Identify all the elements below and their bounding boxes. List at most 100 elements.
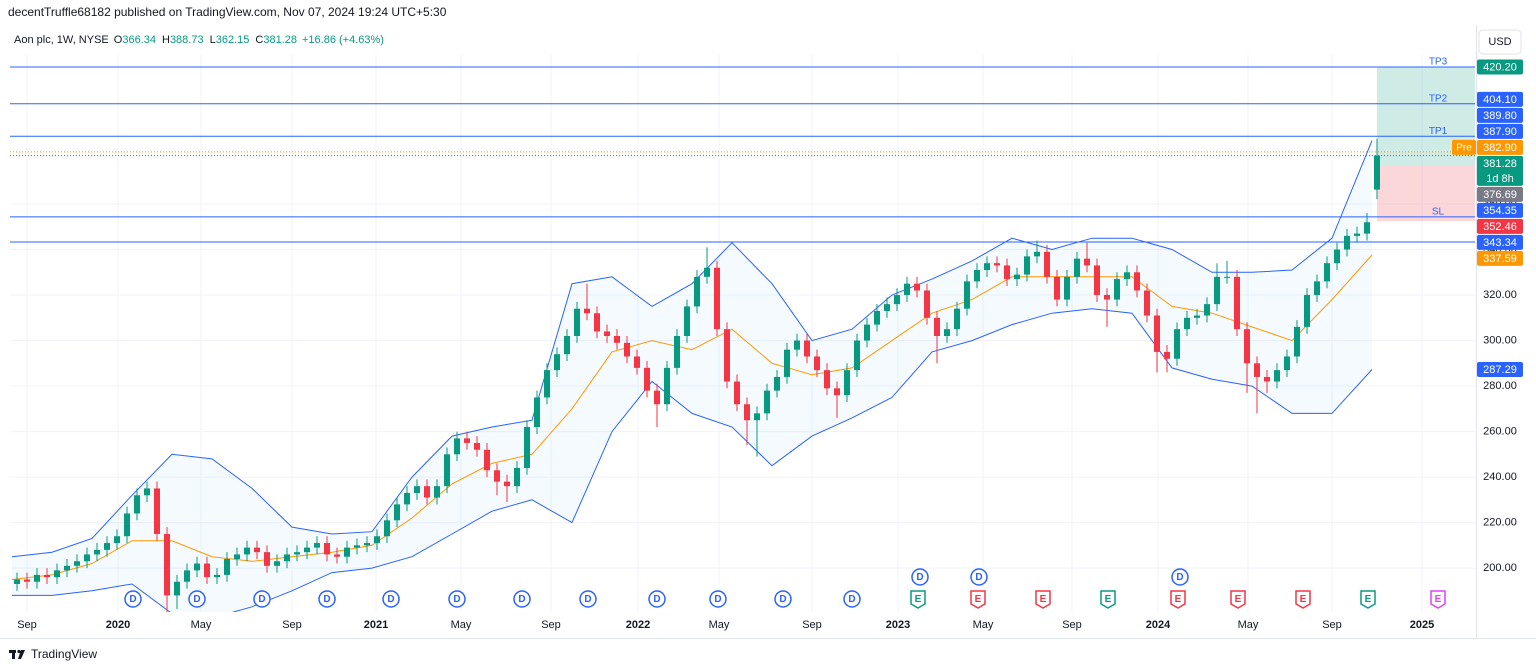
event-marker: E — [1170, 590, 1186, 609]
candle-body — [1334, 249, 1340, 264]
candle-body — [264, 552, 270, 566]
brand: TradingView — [31, 647, 97, 661]
band-lower — [12, 308, 1373, 612]
x-tick-label: 2023 — [886, 619, 910, 631]
currency[interactable]: USD — [1488, 36, 1511, 48]
level-label: SL — [1432, 207, 1445, 218]
candle-body — [614, 336, 620, 343]
event-marker: D — [1171, 568, 1189, 586]
candle-body — [124, 513, 130, 537]
price-tag — [1477, 361, 1523, 377]
event-marker: D — [774, 590, 792, 608]
candle-body — [794, 340, 800, 350]
price-tag — [1477, 202, 1523, 218]
candle-body — [1254, 363, 1260, 377]
ohlc-value: 366.34 — [122, 34, 156, 46]
event-label: D — [193, 594, 200, 605]
candle-body — [1054, 276, 1060, 300]
price-tag — [1477, 250, 1523, 266]
candle-body — [1234, 276, 1240, 330]
symbol: Aon plc, 1W, NYSE — [14, 34, 109, 46]
currency-button[interactable] — [1478, 29, 1522, 55]
earnings-icon — [1035, 590, 1051, 609]
candle-body — [624, 342, 630, 357]
dividend-icon — [513, 590, 531, 608]
candle-body — [424, 486, 430, 498]
event-label: D — [323, 594, 330, 605]
candle-body — [1194, 315, 1200, 318]
x-tick-label: 2024 — [1146, 619, 1171, 631]
event-label: D — [129, 594, 136, 605]
price-tag — [1477, 107, 1523, 123]
candle-body — [114, 536, 120, 544]
candle-body — [1104, 295, 1110, 300]
earnings-icon — [1230, 590, 1246, 609]
candle-body — [484, 449, 490, 471]
candle-body — [864, 324, 870, 341]
event-label: E — [1105, 594, 1112, 605]
candle-body — [364, 543, 370, 546]
dividend-icon — [843, 590, 861, 608]
candle-body — [1374, 155, 1380, 190]
event-label: E — [915, 594, 922, 605]
candle-body — [554, 354, 560, 371]
event-label: D — [653, 594, 660, 605]
earnings-icon — [970, 590, 986, 609]
candle-body — [874, 310, 880, 325]
candle-body — [234, 554, 240, 559]
candle-body — [1184, 317, 1190, 330]
premarket-label: Pre — [1456, 143, 1472, 154]
candle-body — [1164, 351, 1170, 359]
candle-body — [814, 356, 820, 371]
candle-body — [144, 488, 150, 496]
event-marker: D — [513, 590, 531, 608]
candle-body — [314, 543, 320, 548]
x-tick-label: 2021 — [364, 619, 388, 631]
candle-body — [534, 397, 540, 428]
ohlc-label: C — [255, 34, 263, 46]
candle-body — [774, 376, 780, 391]
candle-body — [1034, 251, 1040, 257]
candle-body — [734, 381, 740, 405]
candle-body — [44, 574, 50, 578]
candle-body — [804, 340, 810, 357]
candle-body — [214, 574, 220, 578]
candle-body — [354, 545, 360, 548]
ohlc-value: 381.28 — [263, 34, 297, 46]
candle-body — [54, 570, 60, 578]
candle-body — [644, 367, 650, 391]
candle-body — [1244, 329, 1250, 364]
price-tag — [1477, 234, 1523, 250]
candle-body — [454, 438, 460, 455]
event-marker: E — [970, 590, 986, 609]
event-label: E — [1040, 594, 1047, 605]
candle-body — [764, 390, 770, 414]
event-marker: E — [1100, 590, 1116, 609]
price-tag-label: 354.35 — [1483, 205, 1517, 217]
candle-body — [164, 533, 170, 596]
candle-body — [884, 304, 890, 311]
candle-body — [74, 561, 80, 566]
price-tag-label: 352.46 — [1483, 221, 1517, 233]
candle-body — [684, 306, 690, 337]
tradingview-logo — [9, 649, 25, 659]
candle-body — [1304, 295, 1310, 327]
dividend-icon — [970, 568, 988, 586]
dividend-icon — [318, 590, 336, 608]
ohlc-value: 362.15 — [216, 34, 250, 46]
event-marker: D — [970, 568, 988, 586]
earnings-icon — [1360, 590, 1376, 609]
candle-body — [514, 467, 520, 487]
event-marker: D — [382, 590, 400, 608]
earnings-icon — [1295, 590, 1311, 609]
event-marker: D — [318, 590, 336, 608]
candle-body — [204, 563, 210, 578]
candle-body — [334, 554, 340, 557]
candle-body — [1074, 258, 1080, 277]
candle-body — [1224, 276, 1230, 278]
candle-body — [1064, 276, 1070, 300]
x-tick-label: Sep — [541, 619, 561, 631]
dividend-icon — [648, 590, 666, 608]
candle-body — [174, 581, 180, 596]
